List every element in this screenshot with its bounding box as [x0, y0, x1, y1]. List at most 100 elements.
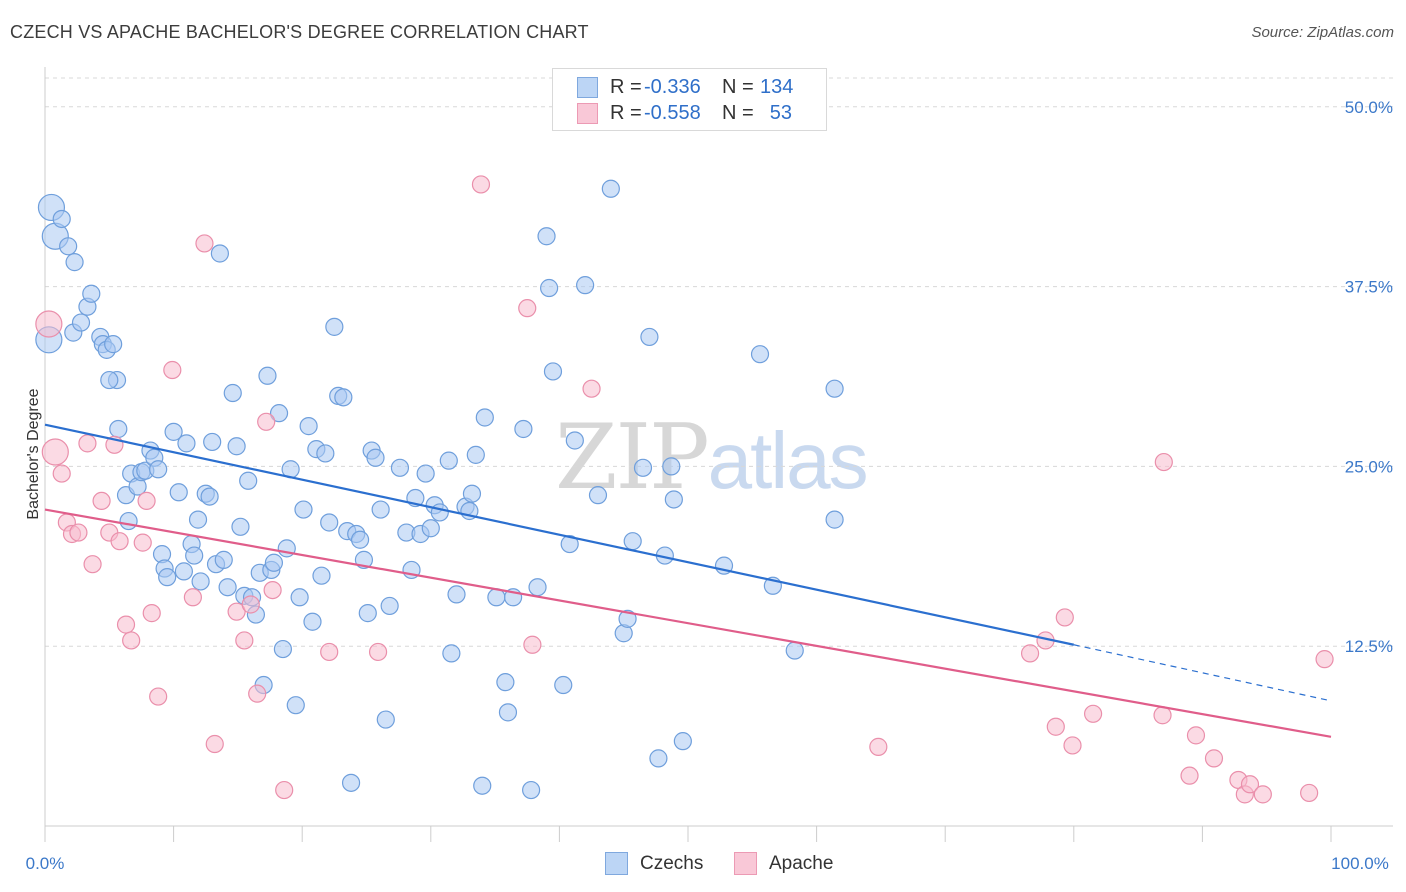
apache-point: [320, 642, 339, 662]
apache-point: [1020, 644, 1040, 663]
czech-point: [320, 513, 339, 532]
czech-point: [350, 530, 370, 549]
apache-point: [78, 434, 97, 453]
czech-point: [100, 370, 119, 390]
czech-point: [65, 253, 84, 272]
watermark-zip: ZIP: [555, 405, 710, 510]
series-legend: Czechs Apache: [0, 852, 1406, 880]
apache-legend-swatch-icon: [734, 852, 757, 875]
watermark-atlas: atlas: [707, 416, 869, 505]
apache-point: [1154, 452, 1173, 472]
apache-point: [582, 379, 601, 398]
apache-point: [1253, 785, 1272, 804]
czech-point: [601, 179, 620, 198]
y-tick-label: 37.5%: [1345, 278, 1393, 297]
czech-point: [498, 703, 518, 722]
czech-point: [316, 444, 335, 463]
czech-point: [371, 500, 390, 519]
apache-point: [183, 588, 202, 607]
apache-point: [471, 175, 491, 194]
czech-point: [447, 585, 466, 604]
czech-point: [325, 317, 344, 336]
czech-point: [227, 437, 246, 456]
czech-point: [273, 639, 293, 659]
y-tick-label: 12.5%: [1345, 637, 1393, 656]
czech-point: [164, 422, 183, 441]
czech-point: [59, 237, 78, 256]
apache-point: [1083, 704, 1103, 723]
czech-point: [560, 534, 579, 554]
czech-point: [473, 776, 492, 795]
czech-point: [439, 451, 458, 470]
apache-trend-line: [44, 508, 1332, 738]
czechs-swatch-icon: [577, 76, 598, 98]
apache-point: [52, 464, 71, 483]
czech-point: [286, 696, 305, 715]
czech-point: [231, 517, 250, 536]
apache-point: [205, 734, 224, 754]
czech-trend-line: [44, 423, 1075, 646]
czech-point: [618, 609, 637, 628]
apache-point: [137, 491, 156, 511]
czech-point: [177, 434, 196, 453]
czech-point: [380, 596, 399, 616]
n-value: 53: [769, 101, 792, 124]
czech-point: [576, 276, 595, 295]
czech-point: [496, 673, 515, 692]
legend-item-apache[interactable]: Apache: [734, 852, 833, 875]
apache-point: [1315, 650, 1334, 669]
n-value: 134: [760, 75, 794, 98]
apache-point: [1240, 775, 1260, 794]
czechs-legend-swatch-icon: [605, 852, 628, 875]
czech-point: [191, 572, 210, 591]
czech-point: [565, 431, 584, 450]
apache-point: [235, 631, 254, 650]
correlation-legend: R = -0.336 N = 134 R = -0.558 N = 53: [552, 68, 827, 131]
apache-point: [195, 234, 214, 253]
watermark: ZIPatlas: [555, 405, 869, 510]
r-value: -0.558: [644, 101, 701, 124]
czech-point: [334, 388, 353, 407]
czech-point: [785, 641, 804, 660]
apache-point: [110, 532, 129, 551]
r-label: R =: [610, 101, 642, 124]
czech-point: [299, 417, 318, 436]
apache-point: [1055, 608, 1074, 627]
czech-point: [200, 487, 219, 506]
czech-point: [294, 500, 313, 519]
czech-point: [376, 710, 395, 729]
czech-point: [290, 588, 309, 607]
czech-point: [750, 345, 770, 364]
apache-point: [35, 310, 63, 338]
czech-point: [341, 773, 361, 792]
apache-point: [368, 642, 388, 662]
czech-point: [169, 483, 188, 502]
czech-point: [543, 362, 563, 381]
legend-item-czechs[interactable]: Czechs: [605, 852, 703, 875]
czech-point: [554, 675, 573, 695]
czech-point: [358, 604, 377, 623]
czech-point: [466, 445, 485, 464]
czech-point: [430, 503, 449, 522]
legend-row-czechs: R = -0.336 N = 134: [577, 75, 794, 99]
apache-point: [518, 299, 537, 318]
czech-point: [52, 209, 71, 229]
czech-trend-extension: [1073, 644, 1332, 702]
czech-point: [662, 457, 681, 476]
czech-point: [239, 471, 258, 490]
czech-point: [119, 511, 138, 531]
czech-point: [174, 562, 193, 581]
apache-point: [163, 360, 182, 380]
czech-point: [825, 510, 844, 529]
czech-point: [623, 532, 642, 551]
czech-point: [303, 612, 322, 631]
czech-point: [158, 568, 177, 587]
czech-point: [109, 419, 128, 439]
czech-point: [188, 510, 208, 529]
czech-point: [462, 484, 482, 503]
apache-point: [1186, 726, 1206, 745]
czech-point: [104, 335, 123, 354]
apache-swatch-icon: [577, 102, 598, 124]
apache-point: [142, 604, 161, 623]
czech-point: [214, 550, 233, 569]
